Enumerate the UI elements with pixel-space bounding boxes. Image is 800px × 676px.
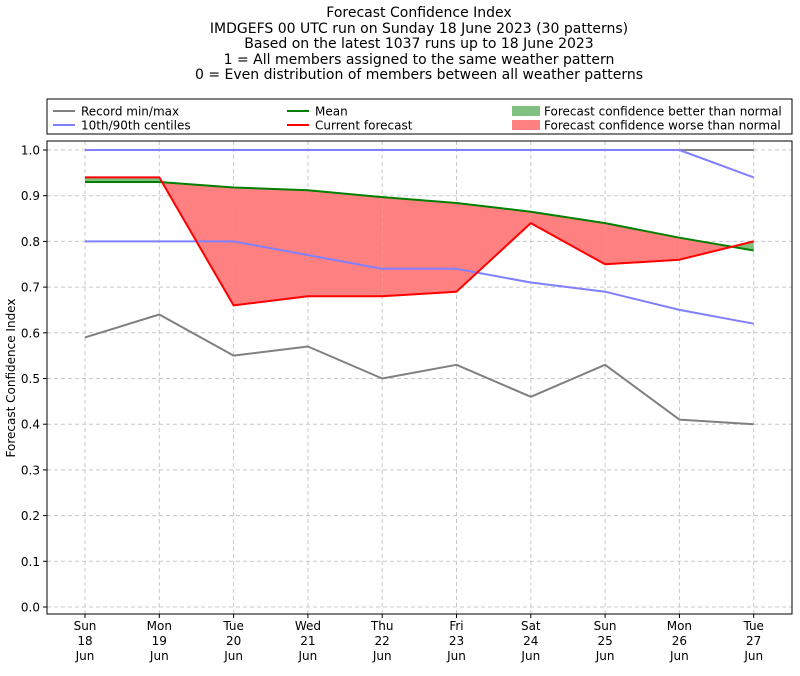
legend-label: 10th/90th centiles bbox=[81, 119, 191, 133]
y-tick-label: 0.2 bbox=[21, 509, 40, 523]
x-tick-label: Thu bbox=[370, 619, 394, 633]
x-tick-label: Fri bbox=[449, 619, 463, 633]
x-tick-label: Jun bbox=[669, 649, 689, 663]
x-tick-label: 24 bbox=[523, 634, 538, 648]
x-tick-label: Mon bbox=[147, 619, 172, 633]
x-tick-label: Jun bbox=[743, 649, 763, 663]
x-tick-label: Sun bbox=[74, 619, 97, 633]
worse-than-normal-fill bbox=[679, 237, 732, 260]
y-tick-label: 0.1 bbox=[21, 555, 40, 569]
x-tick-label: 20 bbox=[226, 634, 241, 648]
legend-swatch-fill bbox=[512, 120, 540, 130]
x-tick-label: Tue bbox=[742, 619, 764, 633]
x-tick-label: 18 bbox=[77, 634, 92, 648]
x-tick-label: Jun bbox=[149, 649, 169, 663]
title-line-4: 1 = All members assigned to the same wea… bbox=[223, 51, 615, 68]
y-tick-label: 0.3 bbox=[21, 463, 40, 477]
worse-than-normal-fill bbox=[456, 203, 531, 292]
x-axis: Sun18JunMon19JunTue20JunWed21JunThu22Jun… bbox=[74, 614, 764, 663]
x-tick-label: Jun bbox=[298, 649, 318, 663]
better-than-normal-fill bbox=[85, 177, 160, 182]
x-tick-label: 22 bbox=[375, 634, 390, 648]
x-tick-label: Jun bbox=[520, 649, 540, 663]
series-lines bbox=[84, 149, 755, 426]
x-tick-label: Jun bbox=[372, 649, 392, 663]
title-line-2: IMDGEFS 00 UTC run on Sunday 18 June 202… bbox=[209, 20, 629, 37]
worse-than-normal-fill bbox=[382, 197, 457, 297]
x-tick-label: 26 bbox=[672, 634, 687, 648]
x-tick-label: Jun bbox=[75, 649, 95, 663]
legend-label: Forecast confidence worse than normal bbox=[544, 119, 781, 133]
confidence-fills bbox=[85, 177, 754, 306]
y-tick-label: 0.6 bbox=[21, 326, 40, 340]
plot-frame bbox=[46, 140, 793, 615]
x-tick-label: Jun bbox=[223, 649, 243, 663]
10th-90th-centiles-line bbox=[85, 149, 755, 179]
x-tick-label: 25 bbox=[597, 634, 612, 648]
worse-than-normal-fill bbox=[307, 190, 383, 297]
mean-line bbox=[85, 181, 754, 252]
x-tick-label: 21 bbox=[300, 634, 315, 648]
x-tick-label: Tue bbox=[222, 619, 244, 633]
current-forecast-line bbox=[85, 176, 754, 307]
y-axis: 0.0 0.1 0.2 0.3 0.4 0.5 0.6 0.7 0.8 0.9 1.0 bbox=[21, 144, 47, 615]
x-tick-label: Wed bbox=[295, 619, 321, 633]
x-tick-label: Sun bbox=[594, 619, 617, 633]
worse-than-normal-fill bbox=[605, 223, 680, 265]
x-tick-label: Mon bbox=[667, 619, 692, 633]
x-tick-label: 23 bbox=[449, 634, 464, 648]
x-tick-label: 19 bbox=[152, 634, 167, 648]
x-tick-label: Jun bbox=[446, 649, 466, 663]
y-tick-label: 0.5 bbox=[21, 372, 40, 386]
worse-than-normal-fill bbox=[530, 211, 606, 265]
y-tick-label: 1.0 bbox=[21, 144, 40, 158]
worse-than-normal-fill bbox=[233, 187, 308, 306]
y-tick-label: 0.7 bbox=[21, 281, 40, 295]
y-tick-label: 0.8 bbox=[21, 235, 40, 249]
legend-label: Forecast confidence better than normal bbox=[544, 105, 782, 119]
x-tick-label: 27 bbox=[746, 634, 761, 648]
y-axis-label: Forecast Confidence Index bbox=[4, 299, 18, 458]
x-tick-label: Jun bbox=[595, 649, 615, 663]
legend-label: Current forecast bbox=[315, 119, 413, 133]
y-tick-label: 0.0 bbox=[21, 601, 40, 615]
y-tick-label: 0.9 bbox=[21, 189, 40, 203]
series-1-line bbox=[84, 313, 754, 426]
legend-label: Record min/max bbox=[81, 105, 179, 119]
legend-swatch-fill bbox=[512, 106, 540, 116]
y-tick-label: 0.4 bbox=[21, 418, 40, 432]
title-line-5: 0 = Even distribution of members between… bbox=[194, 67, 644, 83]
legend-label: Mean bbox=[315, 105, 348, 119]
title-line-1: Forecast Confidence Index bbox=[326, 5, 512, 21]
chart-title: Forecast Confidence Index IMDGEFS 00 UTC… bbox=[0, 5, 800, 84]
legend-box bbox=[46, 98, 793, 135]
title-line-3: Based on the latest 1037 runs up to 18 J… bbox=[244, 36, 594, 52]
x-tick-label: Sat bbox=[521, 619, 541, 633]
